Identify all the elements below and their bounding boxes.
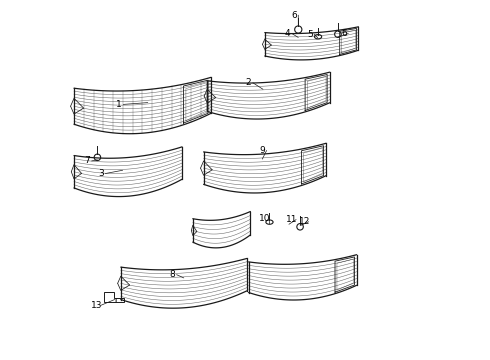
Text: 13: 13 [91,301,102,310]
Text: 9: 9 [259,146,265,155]
Text: 1: 1 [116,100,122,109]
Text: 8: 8 [170,270,175,279]
Text: 12: 12 [299,217,310,226]
Text: 6: 6 [291,11,297,20]
Text: 7: 7 [84,156,90,166]
Text: 4: 4 [285,29,290,38]
Text: 2: 2 [246,78,251,87]
Text: 5: 5 [307,30,313,39]
Text: 6: 6 [341,29,347,38]
Text: 11: 11 [286,215,297,224]
Text: 3: 3 [98,169,104,178]
Text: 10: 10 [259,214,270,223]
